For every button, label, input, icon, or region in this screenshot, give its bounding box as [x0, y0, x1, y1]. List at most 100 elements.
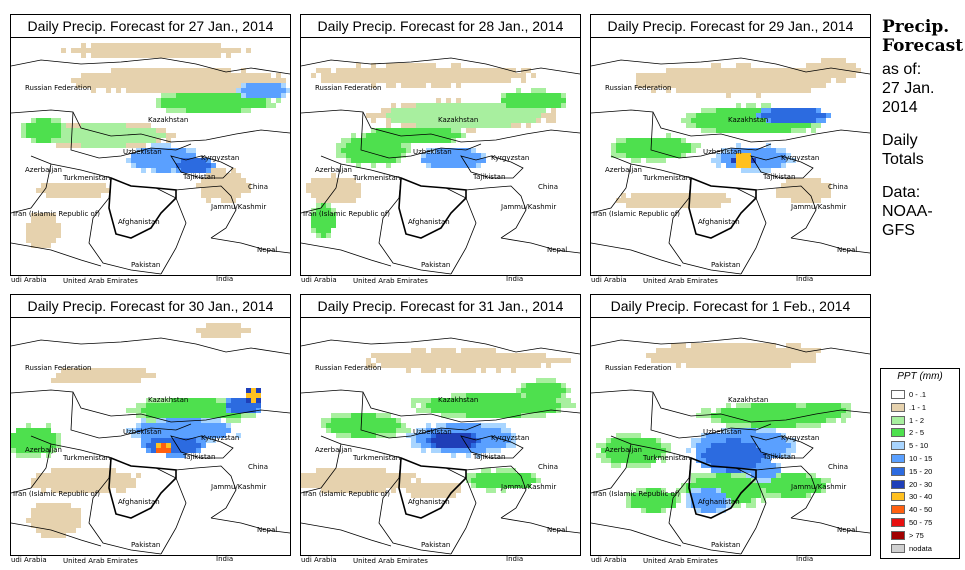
precip-cell	[471, 408, 476, 413]
map-label-afghanistan: Afghanistan	[408, 218, 450, 226]
precip-cell	[756, 93, 761, 98]
precip-cell	[746, 108, 751, 113]
precip-cell	[466, 353, 471, 358]
precip-cell	[136, 423, 141, 428]
precip-cell	[741, 458, 746, 463]
precip-cell	[431, 148, 436, 153]
precip-cell	[716, 353, 721, 358]
precip-cell	[356, 63, 361, 68]
precip-cell	[786, 493, 791, 498]
map-label-china: China	[538, 183, 558, 191]
precip-cell	[226, 418, 231, 423]
map-label-uae: United Arab Emirates	[643, 277, 718, 285]
precip-cell	[41, 218, 46, 223]
precip-cell	[746, 463, 751, 468]
precip-cell	[191, 53, 196, 58]
precip-cell	[461, 153, 466, 158]
forecast-panel: Daily Precip. Forecast for 30 Jan., 2014…	[10, 294, 291, 565]
precip-cell	[401, 108, 406, 113]
precip-cell	[336, 488, 341, 493]
precip-cell	[771, 478, 776, 483]
precip-cell	[436, 483, 441, 488]
precip-cell	[501, 488, 506, 493]
map-label-china: China	[828, 183, 848, 191]
precip-cell	[711, 78, 716, 83]
precip-cell	[531, 88, 536, 93]
precip-cell	[711, 343, 716, 348]
precip-cell	[776, 433, 781, 438]
precip-cell	[781, 493, 786, 498]
precip-cell	[806, 473, 811, 478]
precip-cell	[356, 183, 361, 188]
precip-cell	[571, 403, 576, 408]
precip-cell	[351, 413, 356, 418]
map-label-azerbaijan: Azerbaijan	[315, 166, 352, 174]
precip-cell	[766, 123, 771, 128]
precip-cell	[746, 453, 751, 458]
precip-cell	[156, 428, 161, 433]
precip-cell	[126, 43, 131, 48]
precip-cell	[411, 403, 416, 408]
precip-cell	[796, 353, 801, 358]
precip-cell	[471, 368, 476, 373]
precip-cell	[696, 203, 701, 208]
precip-cell	[741, 118, 746, 123]
precip-cell	[391, 423, 396, 428]
precip-cell	[711, 418, 716, 423]
legend-swatch	[891, 479, 905, 489]
precip-cell	[51, 473, 56, 478]
precip-cell	[171, 93, 176, 98]
precip-cell	[671, 148, 676, 153]
precip-cell	[691, 203, 696, 208]
precip-cell	[81, 183, 86, 188]
precip-cell	[716, 468, 721, 473]
precip-cell	[51, 448, 56, 453]
precip-cell	[346, 488, 351, 493]
precip-cell	[756, 418, 761, 423]
precip-cell	[166, 403, 171, 408]
precip-cell	[341, 488, 346, 493]
precip-cell	[786, 158, 791, 163]
precip-cell	[481, 433, 486, 438]
precip-cell	[46, 433, 51, 438]
precip-cell	[411, 108, 416, 113]
precip-cell	[421, 68, 426, 73]
map-label-russia: Russian Federation	[315, 84, 382, 92]
precip-cell	[16, 443, 21, 448]
precip-cell	[326, 78, 331, 83]
precip-cell	[46, 233, 51, 238]
precip-cell	[66, 373, 71, 378]
precip-cell	[551, 113, 556, 118]
precip-cell	[76, 378, 81, 383]
map-label-kazakhstan: Kazakhstan	[728, 116, 769, 124]
precip-cell	[136, 148, 141, 153]
precip-cell	[91, 78, 96, 83]
precip-cell	[336, 73, 341, 78]
precip-cell	[791, 348, 796, 353]
precip-cell	[186, 158, 191, 163]
precip-cell	[431, 433, 436, 438]
precip-cell	[56, 473, 61, 478]
precip-cell	[61, 183, 66, 188]
precip-cell	[696, 193, 701, 198]
precip-cell	[351, 423, 356, 428]
precip-cell	[91, 368, 96, 373]
precip-cell	[706, 193, 711, 198]
precip-cell	[821, 58, 826, 63]
precip-cell	[756, 438, 761, 443]
precip-cell	[716, 78, 721, 83]
precip-cell	[451, 113, 456, 118]
precip-cell	[166, 88, 171, 93]
precip-cell	[316, 178, 321, 183]
country-border	[465, 465, 527, 519]
precip-cell	[706, 508, 711, 513]
precip-cell	[746, 433, 751, 438]
precip-cell	[91, 488, 96, 493]
precip-cell	[746, 343, 751, 348]
precip-cell	[811, 478, 816, 483]
precip-cell	[521, 483, 526, 488]
precip-cell	[111, 468, 116, 473]
precip-cell	[501, 123, 506, 128]
precip-cell	[796, 128, 801, 133]
precip-cell	[691, 438, 696, 443]
